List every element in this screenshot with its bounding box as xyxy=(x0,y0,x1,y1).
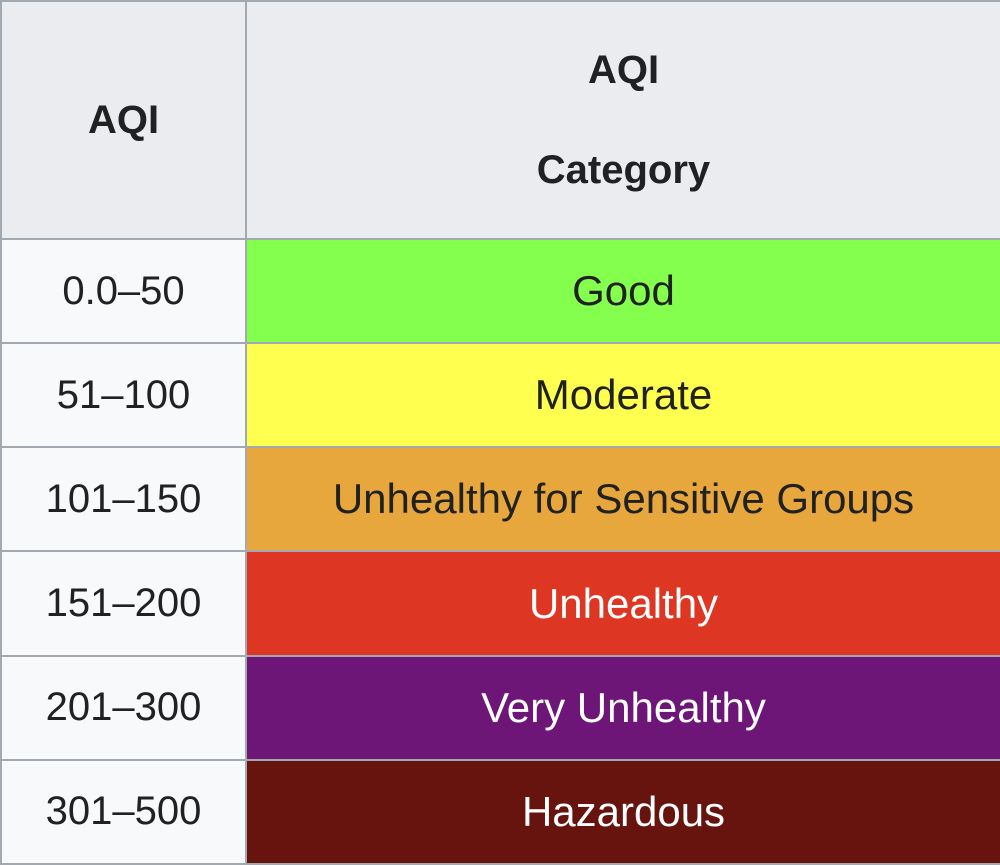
aqi-range: 301–500 xyxy=(0,758,247,865)
table-body: 0.0–50 Good 51–100 Moderate 101–150 Unhealthy… xyxy=(0,237,1000,865)
aqi-category: Hazardous xyxy=(245,758,1000,865)
header-text: AQI xyxy=(87,98,160,142)
aqi-range: 201–300 xyxy=(0,654,247,761)
aqi-category: Very Unhealthy xyxy=(245,654,1000,761)
table-row: 101–150 Unhealthy for Sensitive Groups xyxy=(0,446,1000,553)
aqi-category: Moderate xyxy=(245,342,1000,449)
header-row: AQI AQI Category xyxy=(0,0,1000,240)
table-row: 301–500 Hazardous xyxy=(0,758,1000,865)
header-cell: AQI Category xyxy=(245,0,1000,240)
table-row: 0.0–50 Good xyxy=(0,237,1000,345)
aqi-category: Good xyxy=(245,237,1000,345)
table-row: 51–100 Moderate xyxy=(0,342,1000,449)
table-row: 201–300 Very Unhealthy xyxy=(0,654,1000,761)
table-row: 151–200 Unhealthy xyxy=(0,550,1000,657)
aqi-range: 51–100 xyxy=(0,342,247,449)
aqi-range: 101–150 xyxy=(0,446,247,553)
aqi-category: Unhealthy for Sensitive Groups xyxy=(245,446,1000,553)
aqi-range: 151–200 xyxy=(0,550,247,657)
aqi-category: Unhealthy xyxy=(245,550,1000,657)
header-text: AQI Category xyxy=(536,48,711,192)
aqi-range: 0.0–50 xyxy=(0,237,247,345)
header-cell: AQI xyxy=(0,0,247,240)
